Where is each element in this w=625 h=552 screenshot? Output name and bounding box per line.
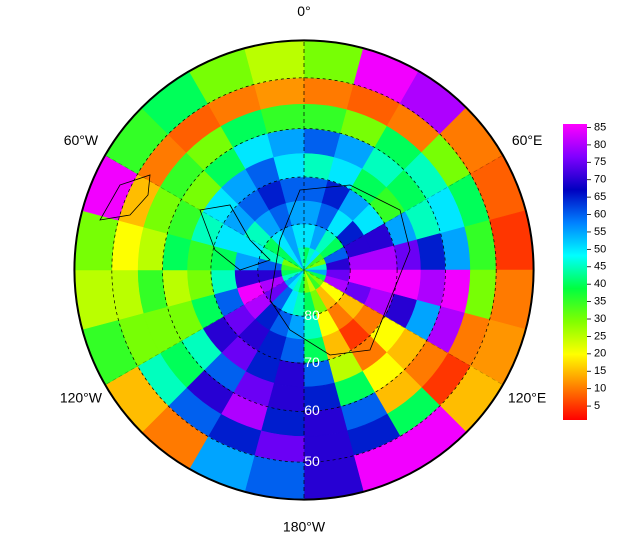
colorbar-tick-label: 20	[594, 348, 606, 360]
colorbar-scale	[563, 124, 587, 420]
cell	[137, 269, 168, 314]
colorbar-tick-label: 75	[594, 156, 606, 168]
lon-label: 120°E	[508, 389, 546, 405]
cell	[267, 128, 305, 158]
lat-label: 80	[304, 307, 320, 323]
labels: 80 70 60 50 0° 60°E 120°E 180°W 120°W 60°W	[60, 3, 546, 534]
colorbar-tick-label: 80	[594, 139, 606, 151]
meridian	[303, 269, 503, 386]
meridian	[303, 154, 503, 271]
cell	[303, 128, 341, 158]
lat-circle	[257, 223, 351, 317]
colorbar: 5 10 15 20 25 30 35 40 45 50 55 60 65 70 75 80 85	[563, 121, 606, 420]
graticule	[73, 39, 535, 501]
colorbar-tick-label: 40	[594, 278, 606, 290]
colorbar-tick-label: 10	[594, 383, 606, 395]
colorbar-tick-label: 15	[594, 365, 606, 377]
meridian	[105, 269, 305, 386]
coastline	[99, 174, 411, 356]
cell	[162, 269, 192, 307]
colorbar-tick-label: 25	[594, 330, 606, 342]
colorbar-tick-label: 30	[594, 313, 606, 325]
lon-label: 60°E	[512, 132, 543, 148]
colorbar-tick-label: 70	[594, 174, 606, 186]
map-border	[73, 39, 535, 501]
lat-label: 60	[304, 402, 320, 418]
lat-label: 70	[304, 354, 320, 370]
lat-label: 50	[304, 453, 320, 469]
colorbar-tick-label: 35	[594, 296, 606, 308]
cell	[416, 233, 446, 271]
lon-label: 0°	[297, 3, 310, 19]
cell	[162, 233, 192, 271]
lon-label: 180°W	[283, 518, 326, 534]
colorbar-tick-label: 60	[594, 208, 606, 220]
colorbar-tick-label: 50	[594, 243, 606, 255]
colorbar-tick-label: 65	[594, 191, 606, 203]
colorbar-tick-label: 5	[594, 400, 600, 412]
colorbar-tick-label: 55	[594, 226, 606, 238]
colorbar-tick-label: 45	[594, 261, 606, 273]
lon-label: 60°W	[64, 132, 99, 148]
cell	[416, 269, 446, 307]
cell	[260, 103, 305, 134]
colorbar-tick-label: 85	[594, 121, 606, 133]
heatmap	[74, 40, 534, 500]
meridian	[105, 154, 305, 271]
lon-label: 120°W	[60, 389, 103, 405]
cell	[267, 382, 305, 412]
